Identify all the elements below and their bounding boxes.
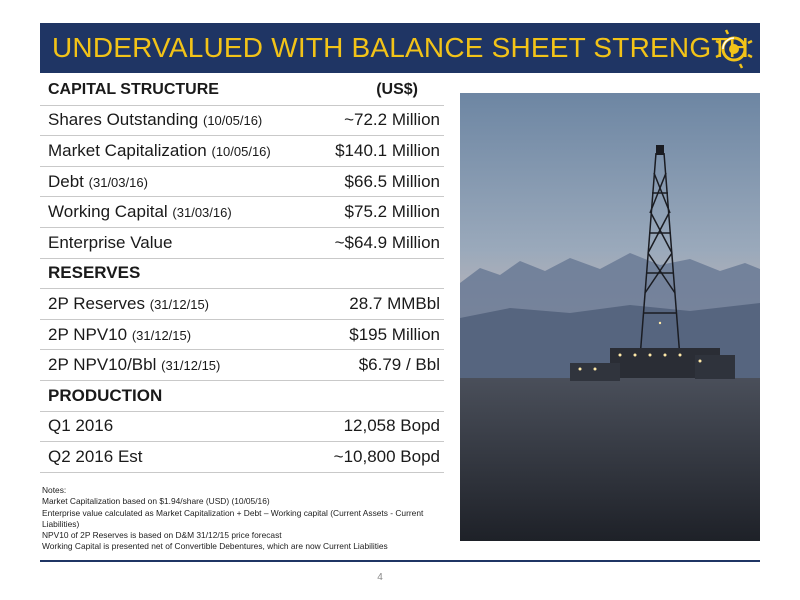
oil-rig-photo: [460, 93, 760, 541]
row-label: Enterprise Value: [48, 233, 172, 253]
table-row: Market Capitalization (10/05/16) $140.1 M…: [40, 136, 444, 167]
row-value: $75.2 Million: [344, 202, 440, 222]
section-heading: PRODUCTION: [48, 385, 163, 405]
table-row: Shares Outstanding (10/05/16) ~72.2 Milli…: [40, 106, 444, 137]
row-value: 28.7 MMBbl: [349, 293, 440, 313]
table-row: 2P NPV10 (31/12/15) $195 Million: [40, 320, 444, 351]
capital-structure-header: CAPITAL STRUCTURE (US$): [40, 75, 444, 106]
note-line: Market Capitalization based on $1.94/sha…: [42, 496, 270, 507]
section-heading: RESERVES: [48, 263, 141, 283]
row-label-text: Q2 2016 Est: [48, 446, 143, 466]
row-label-text: Market Capitalization: [48, 140, 207, 160]
unit-label: (US$): [376, 80, 418, 98]
row-label: Working Capital (31/03/16): [48, 202, 232, 222]
row-value: $140.1 Million: [335, 140, 440, 160]
row-date: (31/03/16): [172, 205, 232, 221]
table-row: Debt (31/03/16) $66.5 Million: [40, 167, 444, 198]
row-date: (31/12/15): [131, 327, 192, 343]
reserves-header: RESERVES: [40, 259, 444, 290]
row-label-text: Enterprise Value: [48, 232, 173, 252]
footnotes: Notes: Market Capitalization based on $1…: [42, 485, 442, 553]
notes-title: Notes:: [42, 485, 67, 495]
row-date: (31/12/15): [161, 358, 221, 374]
footer-rule: [40, 560, 760, 562]
row-label-text: Working Capital: [48, 202, 168, 222]
row-label: Shares Outstanding (10/05/16): [48, 110, 262, 130]
row-label-text: 2P NPV10: [48, 324, 128, 344]
row-label: 2P NPV10 (31/12/15): [48, 325, 191, 345]
row-label: Q2 2016 Est: [48, 447, 143, 467]
row-label: Market Capitalization (10/05/16): [48, 141, 271, 161]
row-value: 12,058 Bopd: [343, 416, 440, 436]
row-date: (31/03/16): [88, 174, 148, 190]
row-value: ~10,800 Bopd: [333, 446, 440, 466]
note-line: Working Capital is presented net of Conv…: [42, 541, 388, 552]
row-label: Q1 2016: [48, 416, 113, 436]
note-line: NPV10 of 2P Reserves is based on D&M 31/…: [42, 530, 282, 541]
production-header: PRODUCTION: [40, 381, 444, 412]
row-value: $66.5 Million: [344, 171, 440, 191]
row-date: (10/05/16): [203, 113, 263, 129]
row-label: Debt (31/03/16): [48, 172, 148, 192]
row-label: 2P NPV10/Bbl (31/12/15): [48, 355, 220, 375]
row-value: ~72.2 Million: [344, 110, 440, 130]
table-row: 2P NPV10/Bbl (31/12/15) $6.79 / Bbl: [40, 350, 444, 381]
sun-logo-icon: [715, 29, 753, 69]
page-number: 4: [377, 572, 383, 583]
row-label-text: Shares Outstanding: [48, 110, 199, 130]
row-label-text: Debt: [48, 171, 84, 191]
row-date: (10/05/16): [211, 143, 271, 159]
table-row: Enterprise Value ~$64.9 Million: [40, 228, 444, 259]
note-line: Enterprise value calculated as Market Ca…: [42, 507, 424, 529]
page-title: UNDERVALUED WITH BALANCE SHEET STRENGTH: [52, 32, 750, 63]
row-value: $195 Million: [349, 324, 440, 344]
financial-table: CAPITAL STRUCTURE (US$) Shares Outstandi…: [40, 75, 444, 473]
row-date: (31/12/15): [149, 296, 210, 312]
table-row: Q2 2016 Est ~10,800 Bopd: [40, 442, 444, 473]
table-row: Q1 2016 12,058 Bopd: [40, 412, 444, 443]
row-value: $6.79 / Bbl: [358, 355, 440, 375]
row-label-text: 2P NPV10/Bbl: [48, 355, 157, 375]
row-value: ~$64.9 Million: [334, 232, 440, 252]
row-label-text: Q1 2016: [48, 416, 114, 436]
table-row: 2P Reserves (31/12/15) 28.7 MMBbl: [40, 289, 444, 320]
title-bar: UNDERVALUED WITH BALANCE SHEET STRENGTH: [40, 23, 760, 73]
section-heading: CAPITAL STRUCTURE: [48, 80, 219, 98]
row-label-text: 2P Reserves: [48, 293, 146, 313]
table-row: Working Capital (31/03/16) $75.2 Million: [40, 197, 444, 228]
row-label: 2P Reserves (31/12/15): [48, 294, 209, 314]
